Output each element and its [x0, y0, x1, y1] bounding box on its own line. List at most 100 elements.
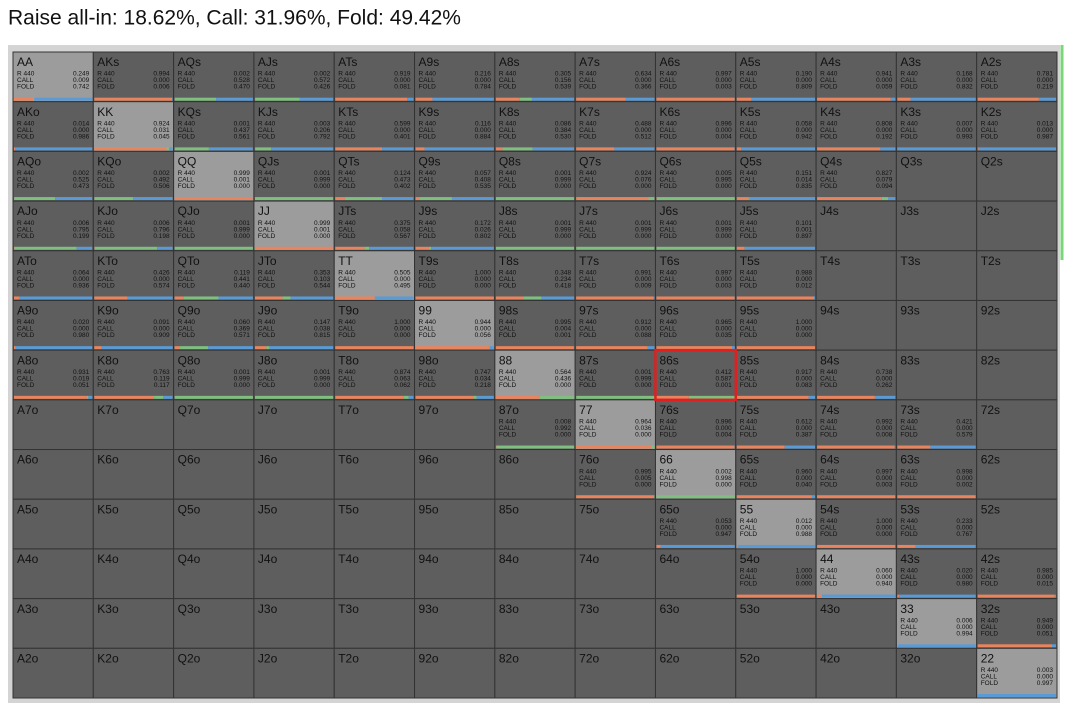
hand-cell [12, 349, 94, 401]
action-label: R 440 [419, 120, 437, 127]
action-label: FOLD [740, 332, 758, 339]
action-label: FOLD [740, 481, 758, 488]
frequency-bar [14, 197, 56, 201]
action-frequency: 0.000 [314, 183, 331, 190]
frequency-bar [154, 395, 164, 399]
action-frequency: 0.004 [715, 432, 732, 439]
frequency-bar [737, 544, 816, 548]
frequency-bar [519, 97, 532, 101]
action-frequency: 0.000 [555, 183, 572, 190]
action-label: R 440 [981, 617, 999, 624]
action-frequency: 0.995 [555, 319, 572, 326]
action-frequency: 0.426 [153, 269, 170, 276]
action-label: CALL [338, 177, 355, 184]
hand-cell [494, 647, 576, 699]
action-label: R 440 [258, 71, 276, 78]
frequency-bar [282, 296, 291, 300]
action-frequency: 0.000 [796, 326, 813, 333]
action-label: R 440 [17, 71, 35, 78]
hand-cell [976, 250, 1058, 301]
hand-label: T5s [740, 254, 760, 268]
action-label: FOLD [981, 680, 999, 687]
action-label: R 440 [499, 419, 517, 426]
action-label: FOLD [419, 332, 437, 339]
hand-label: A2o [17, 651, 39, 665]
hand-cell [414, 101, 496, 152]
frequency-bar [656, 97, 735, 101]
action-label: R 440 [659, 419, 677, 426]
action-frequency: 0.062 [394, 382, 411, 389]
action-frequency: 0.572 [314, 77, 331, 84]
action-label: R 440 [740, 120, 758, 127]
action-label: FOLD [338, 382, 356, 389]
frequency-bar [408, 395, 414, 399]
hand-label: T3s [900, 254, 920, 268]
action-label: R 440 [740, 518, 758, 525]
hand-label: 63o [659, 602, 679, 616]
action-frequency: 0.995 [635, 468, 652, 475]
frequency-bar [424, 147, 494, 151]
frequency-bar [179, 346, 209, 350]
action-frequency: 0.815 [314, 332, 331, 339]
action-label: FOLD [659, 84, 677, 91]
hand-label: 86s [659, 353, 678, 367]
action-label: R 440 [17, 120, 35, 127]
action-frequency: 0.020 [956, 568, 973, 575]
frequency-bar [977, 694, 1056, 697]
hand-label: A9o [17, 304, 39, 318]
action-label: R 440 [499, 120, 517, 127]
action-label: R 440 [900, 518, 918, 525]
action-label: CALL [178, 77, 195, 84]
hand-label: QTs [338, 155, 359, 169]
action-label: R 440 [659, 518, 677, 525]
action-frequency: 0.001 [715, 220, 732, 227]
action-frequency: 0.000 [876, 574, 893, 581]
action-label: FOLD [178, 84, 196, 91]
action-label: FOLD [820, 183, 838, 190]
action-label: R 440 [579, 468, 597, 475]
hand-label: K6s [659, 105, 680, 119]
action-frequency: 0.000 [153, 77, 170, 84]
action-frequency: 0.998 [715, 475, 732, 482]
action-frequency: 0.747 [475, 369, 492, 376]
hand-cell [735, 101, 817, 152]
hand-label: T8s [499, 254, 519, 268]
action-frequency: 0.000 [635, 326, 652, 333]
action-frequency: 0.004 [555, 326, 572, 333]
hand-label: K4o [97, 552, 119, 566]
action-frequency: 0.781 [1037, 71, 1054, 78]
frequency-bar [653, 296, 655, 300]
frequency-bar [271, 147, 334, 151]
action-label: R 440 [178, 369, 196, 376]
action-label: FOLD [659, 133, 677, 140]
hand-label: QQ [178, 155, 197, 169]
hand-label: J8o [258, 353, 278, 367]
hand-label: 75s [740, 403, 759, 417]
action-label: R 440 [981, 568, 999, 575]
action-frequency: 0.014 [796, 177, 813, 184]
action-label: FOLD [499, 84, 517, 91]
action-label: CALL [820, 375, 837, 382]
frequency-bar [741, 147, 816, 151]
hand-cell [253, 399, 335, 451]
action-label: R 440 [820, 419, 838, 426]
hand-label: 54s [820, 502, 839, 516]
hand-cell [173, 548, 255, 600]
action-label: FOLD [17, 282, 35, 289]
action-label: R 440 [258, 120, 276, 127]
action-frequency: 0.002 [956, 481, 973, 488]
hand-label: K2o [97, 651, 119, 665]
hand-label: JTs [338, 204, 356, 218]
hand-cell [12, 250, 94, 301]
action-frequency: 0.599 [394, 120, 411, 127]
action-frequency: 0.020 [73, 319, 90, 326]
hand-label: T7s [579, 254, 599, 268]
action-label: R 440 [97, 170, 115, 177]
action-frequency: 0.000 [956, 127, 973, 134]
action-label: FOLD [981, 581, 999, 588]
action-label: R 440 [258, 369, 276, 376]
action-label: FOLD [981, 84, 999, 91]
hand-label: A5s [740, 55, 761, 69]
action-frequency: 0.014 [73, 120, 90, 127]
action-label: FOLD [659, 432, 677, 439]
